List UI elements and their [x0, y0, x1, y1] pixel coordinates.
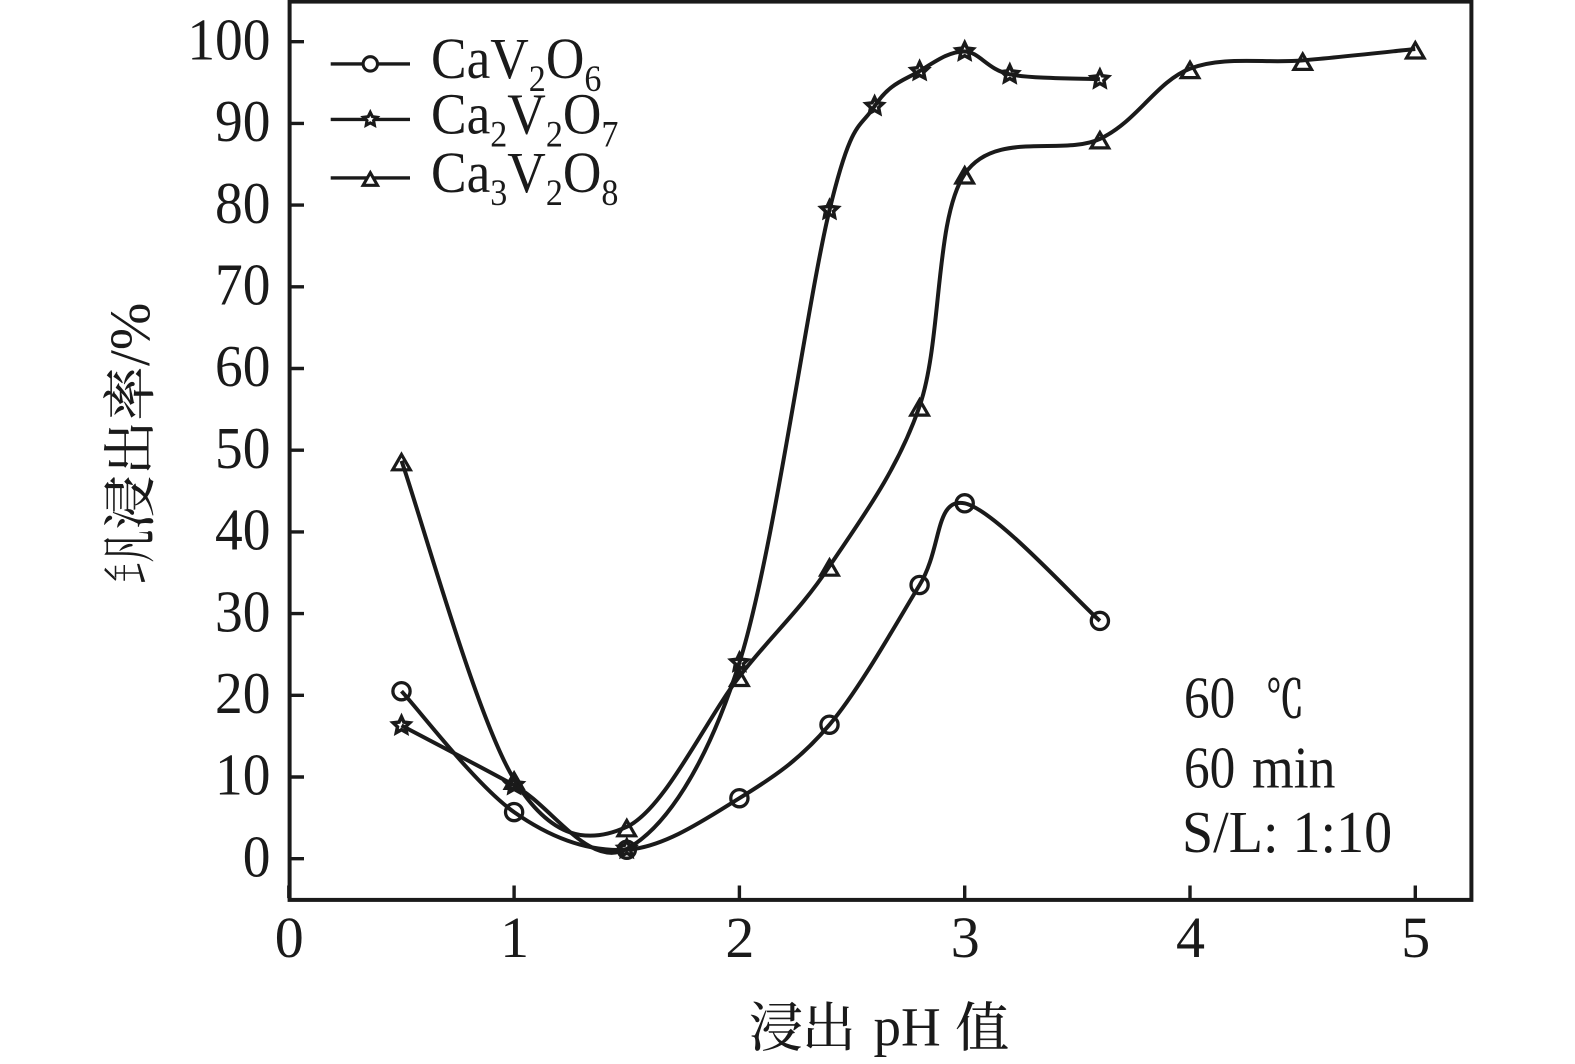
svg-text:3: 3 — [951, 905, 980, 970]
svg-text:10: 10 — [215, 743, 270, 808]
svg-text:60: 60 — [1184, 665, 1235, 730]
svg-text:pH: pH — [874, 997, 941, 1058]
svg-text:60: 60 — [1184, 735, 1235, 800]
svg-text:/%: /% — [99, 303, 162, 366]
svg-text:50: 50 — [215, 416, 270, 481]
svg-text:30: 30 — [215, 580, 270, 645]
svg-text:0: 0 — [275, 905, 304, 970]
svg-text:80: 80 — [215, 171, 270, 236]
svg-text:0: 0 — [243, 825, 271, 890]
svg-text:70: 70 — [215, 253, 270, 318]
svg-text:2: 2 — [725, 905, 754, 970]
svg-text:1: 1 — [500, 905, 529, 970]
svg-text:Ca2V2O7: Ca2V2O7 — [431, 82, 618, 154]
svg-text:min: min — [1252, 736, 1336, 801]
svg-text:20: 20 — [215, 661, 270, 726]
svg-text:40: 40 — [215, 498, 270, 563]
svg-text:90: 90 — [215, 90, 270, 155]
svg-text:CaV2O6: CaV2O6 — [431, 27, 601, 99]
svg-text:100: 100 — [187, 8, 270, 73]
svg-text:4: 4 — [1176, 905, 1205, 970]
svg-text:5: 5 — [1401, 905, 1430, 970]
svg-text:Ca3V2O8: Ca3V2O8 — [431, 141, 618, 213]
svg-text:60: 60 — [215, 335, 270, 400]
svg-text:S/L: 1:10: S/L: 1:10 — [1182, 801, 1392, 866]
